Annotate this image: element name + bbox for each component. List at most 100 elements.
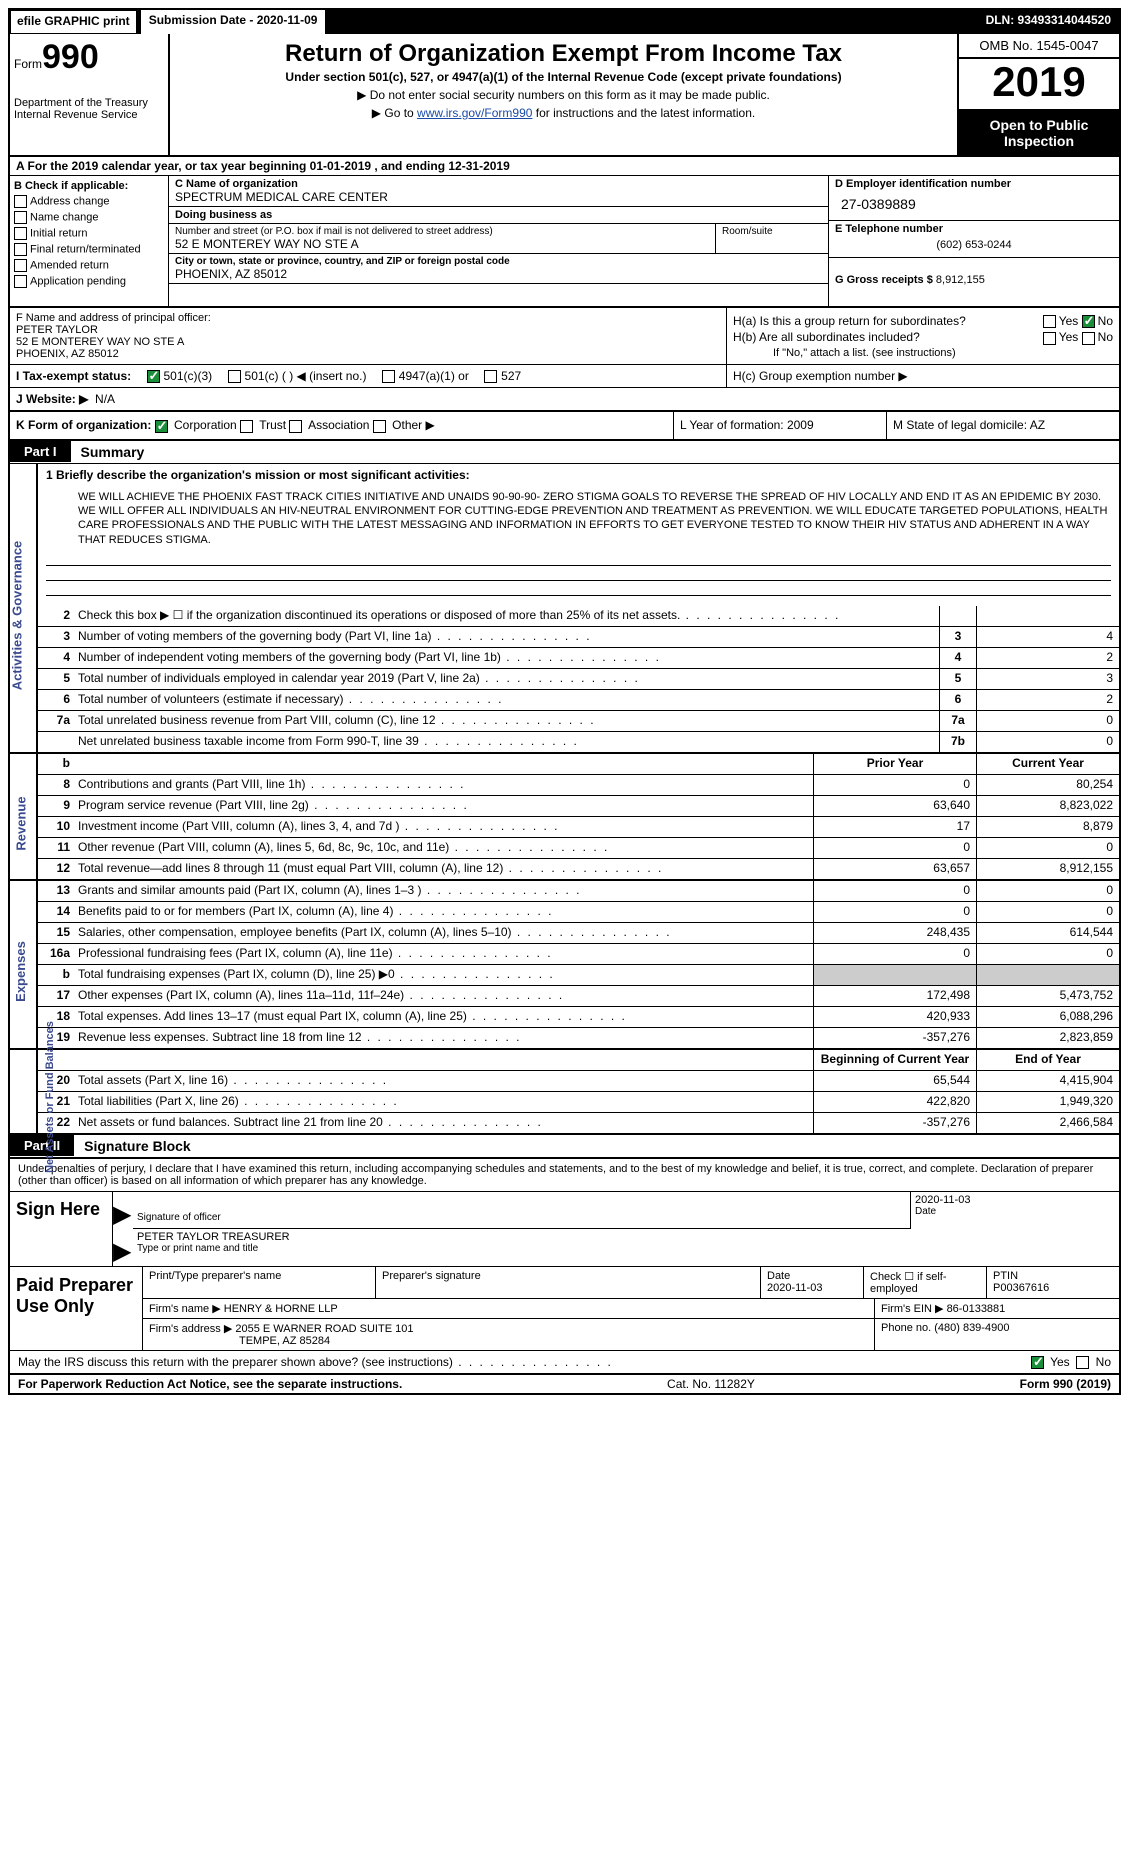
firm-ein: 86-0133881 xyxy=(947,1303,1006,1315)
mission-label: 1 Briefly describe the organization's mi… xyxy=(38,464,1119,486)
submission-date: Submission Date - 2020-11-09 xyxy=(141,10,326,34)
sig-name-title: PETER TAYLOR TREASURER Type or print nam… xyxy=(133,1229,1119,1266)
blank-line xyxy=(46,566,1111,581)
checkbox[interactable] xyxy=(240,420,253,433)
summary-line: b Total fundraising expenses (Part IX, c… xyxy=(38,965,1119,986)
current-value: 0 xyxy=(976,881,1119,901)
col-h: H(a) Is this a group return for subordin… xyxy=(727,308,1119,364)
prior-value: 0 xyxy=(813,775,976,795)
prep-row2: Firm's name ▶ HENRY & HORNE LLP Firm's E… xyxy=(143,1299,1119,1319)
checkbox[interactable] xyxy=(14,195,27,208)
checkbox[interactable] xyxy=(14,211,27,224)
prior-value: 17 xyxy=(813,817,976,837)
summary-line: 3 Number of voting members of the govern… xyxy=(38,627,1119,648)
summary-line: 22 Net assets or fund balances. Subtract… xyxy=(38,1113,1119,1133)
current-value: 0 xyxy=(976,838,1119,858)
ein-cell: D Employer identification number 27-0389… xyxy=(829,176,1119,221)
chk-initial: Initial return xyxy=(14,227,164,240)
blank-b: b xyxy=(38,754,74,774)
part1-header: Part I Summary xyxy=(10,441,1119,464)
checkbox[interactable] xyxy=(289,420,302,433)
summary-line: 11 Other revenue (Part VIII, column (A),… xyxy=(38,838,1119,859)
line-text: Investment income (Part VIII, column (A)… xyxy=(74,817,813,837)
line-text: Net assets or fund balances. Subtract li… xyxy=(74,1113,813,1133)
blank-line xyxy=(46,581,1111,596)
form-990-page: efile GRAPHIC print Submission Date - 20… xyxy=(8,8,1121,1395)
current-value: 80,254 xyxy=(976,775,1119,795)
expenses-vlabel: Expenses xyxy=(10,881,38,1048)
line-num: 4 xyxy=(38,648,74,668)
line-num: 13 xyxy=(38,881,74,901)
h-b: H(b) Are all subordinates included? Yes … xyxy=(733,330,1113,344)
checkbox[interactable] xyxy=(14,227,27,240)
prior-value: 0 xyxy=(813,902,976,922)
preparer-block: Paid Preparer Use Only Print/Type prepar… xyxy=(10,1267,1119,1351)
summary-line: 20 Total assets (Part X, line 16) 65,544… xyxy=(38,1071,1119,1092)
line-text: Program service revenue (Part VIII, line… xyxy=(74,796,813,816)
current-value: 2,823,859 xyxy=(976,1028,1119,1048)
summary-line: 6 Total number of volunteers (estimate i… xyxy=(38,690,1119,711)
checkbox[interactable] xyxy=(1082,332,1095,345)
checkbox-checked[interactable] xyxy=(147,370,160,383)
line-text: Total assets (Part X, line 16) xyxy=(74,1071,813,1091)
city-cell: City or town, state or province, country… xyxy=(169,254,828,284)
prior-value: 63,640 xyxy=(813,796,976,816)
line-value: 0 xyxy=(976,732,1119,752)
line-num: 3 xyxy=(38,627,74,647)
form-note1: Do not enter social security numbers on … xyxy=(178,88,949,102)
expenses-section: Expenses 13 Grants and similar amounts p… xyxy=(10,881,1119,1050)
line-value xyxy=(976,606,1119,626)
arrow-icon: ▶ xyxy=(113,1229,133,1266)
note2-pre: Go to xyxy=(372,106,417,120)
row-i: I Tax-exempt status: 501(c)(3) 501(c) ( … xyxy=(10,365,1119,388)
prior-value xyxy=(813,965,976,985)
officer: PETER TAYLOR 52 E MONTEREY WAY NO STE A … xyxy=(16,324,720,360)
summary-line: 18 Total expenses. Add lines 13–17 (must… xyxy=(38,1007,1119,1028)
checkbox[interactable] xyxy=(382,370,395,383)
part2-title: Signature Block xyxy=(74,1135,201,1157)
row-a: A For the 2019 calendar year, or tax yea… xyxy=(10,157,1119,176)
checkbox[interactable] xyxy=(14,259,27,272)
city: PHOENIX, AZ 85012 xyxy=(175,267,822,281)
checkbox[interactable] xyxy=(1076,1356,1089,1369)
current-value: 1,949,320 xyxy=(976,1092,1119,1112)
checkbox[interactable] xyxy=(14,275,27,288)
summary-line: 21 Total liabilities (Part X, line 26) 4… xyxy=(38,1092,1119,1113)
form-label: Form xyxy=(14,57,42,71)
line-text: Number of voting members of the governin… xyxy=(74,627,939,647)
netassets-section: Net Assets or Fund Balances Beginning of… xyxy=(10,1050,1119,1135)
checkbox[interactable] xyxy=(1043,332,1056,345)
summary-line: 16a Professional fundraising fees (Part … xyxy=(38,944,1119,965)
form-number: 990 xyxy=(42,38,99,76)
sig-date: 2020-11-03 Date xyxy=(910,1192,1119,1229)
may-irs-discuss: May the IRS discuss this return with the… xyxy=(10,1351,1119,1375)
line-text: Revenue less expenses. Subtract line 18 … xyxy=(74,1028,813,1048)
current-value: 8,823,022 xyxy=(976,796,1119,816)
summary-line: 9 Program service revenue (Part VIII, li… xyxy=(38,796,1119,817)
checkbox[interactable] xyxy=(1043,315,1056,328)
row-j: J Website: ▶ N/A xyxy=(10,388,1119,412)
line-text: Total liabilities (Part X, line 26) xyxy=(74,1092,813,1112)
line-text: Total revenue—add lines 8 through 11 (mu… xyxy=(74,859,813,879)
line-num: 16a xyxy=(38,944,74,964)
firm-phone: Phone no. (480) 839-4900 xyxy=(875,1319,1119,1350)
col-header: b Prior Year Current Year xyxy=(38,754,1119,775)
h-c: H(c) Group exemption number ▶ xyxy=(727,365,1119,387)
chk-final: Final return/terminated xyxy=(14,243,164,256)
current-value: 4,415,904 xyxy=(976,1071,1119,1091)
irs-link[interactable]: www.irs.gov/Form990 xyxy=(417,106,532,120)
line-text: Total number of individuals employed in … xyxy=(74,669,939,689)
ein: 27-0389889 xyxy=(835,190,1113,218)
dba-cell: Doing business as xyxy=(169,207,828,224)
line-box: 4 xyxy=(939,648,976,668)
mission-text: WE WILL ACHIEVE THE PHOENIX FAST TRACK C… xyxy=(38,486,1119,551)
checkbox[interactable] xyxy=(484,370,497,383)
line-num: 15 xyxy=(38,923,74,943)
checkbox-checked[interactable] xyxy=(155,420,168,433)
checkbox[interactable] xyxy=(373,420,386,433)
header: Form990 Department of the Treasury Inter… xyxy=(10,34,1119,157)
checkbox-checked[interactable] xyxy=(1031,1356,1044,1369)
checkbox-checked[interactable] xyxy=(1082,315,1095,328)
checkbox[interactable] xyxy=(228,370,241,383)
checkbox[interactable] xyxy=(14,243,27,256)
